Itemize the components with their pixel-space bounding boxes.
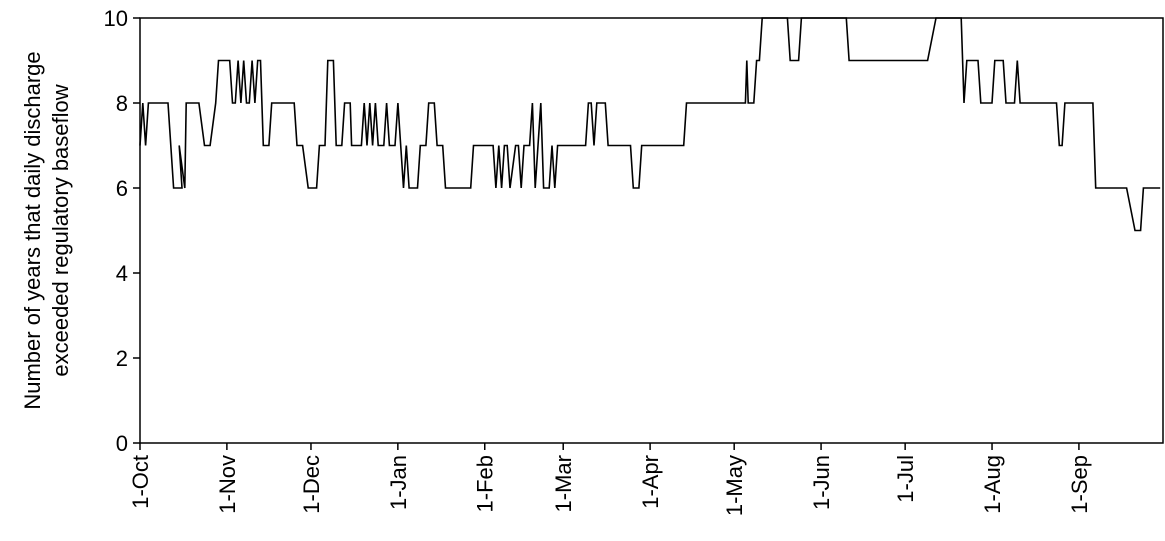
- x-tick-label: 1-May: [722, 455, 747, 516]
- y-axis-ticks: 0 2 4 6 8 10: [104, 6, 140, 456]
- x-tick-label: 1-Nov: [215, 455, 240, 514]
- plot-frame: [139, 17, 1164, 444]
- x-tick-label: 1-Jun: [809, 455, 834, 510]
- x-tick-label: 1-Jul: [893, 455, 918, 503]
- x-tick-label: 1-Dec: [299, 455, 324, 514]
- y-tick-label: 4: [116, 261, 128, 286]
- axes: [139, 17, 1164, 444]
- x-tick-label: 1-Oct: [128, 455, 153, 509]
- x-axis-ticks: 1-Oct 1-Nov 1-Dec 1-Jan 1-Feb 1-Mar 1-Apr 1-May…: [128, 443, 1092, 516]
- x-tick-label: 1-Jan: [386, 455, 411, 510]
- x-tick-label: 1-Feb: [473, 455, 498, 512]
- series-line: [139, 17, 1161, 232]
- x-tick-label: 1-Aug: [980, 455, 1005, 514]
- series-group: [139, 17, 1161, 232]
- y-tick-label: 6: [116, 176, 128, 201]
- y-tick-label: 2: [116, 346, 128, 371]
- y-tick-label: 0: [116, 431, 128, 456]
- x-tick-label: 1-Mar: [551, 455, 576, 512]
- x-tick-label: 1-Sep: [1067, 455, 1092, 514]
- x-tick-label: 1-Apr: [638, 455, 663, 509]
- y-axis-title: Number of years that daily discharge exce…: [20, 51, 73, 409]
- y-tick-label: 10: [104, 6, 128, 31]
- y-tick-label: 8: [116, 91, 128, 116]
- y-axis-title-line: exceeded regulatory baseflow: [48, 84, 73, 376]
- y-axis-title-line: Number of years that daily discharge: [20, 51, 45, 409]
